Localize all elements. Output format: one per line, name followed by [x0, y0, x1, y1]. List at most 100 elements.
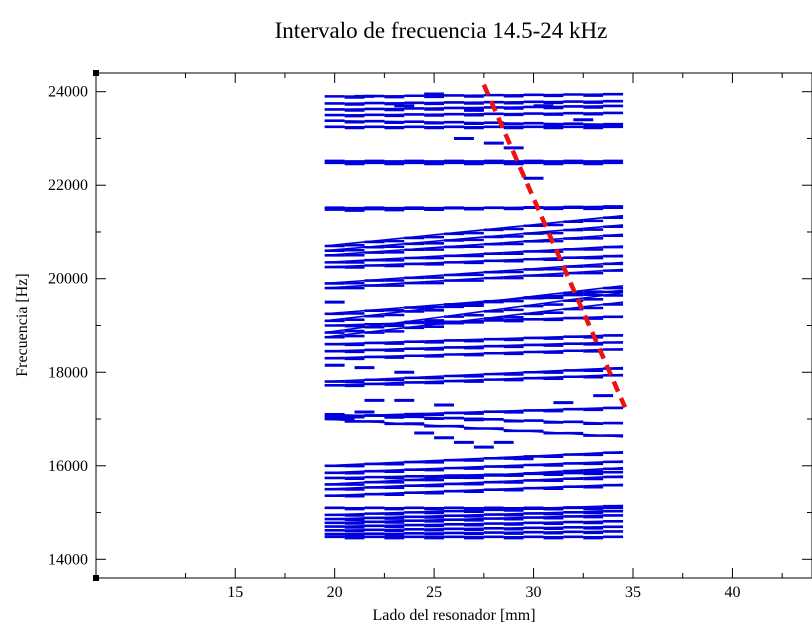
- mode-line: [384, 306, 405, 310]
- mode-line: [463, 271, 484, 275]
- mode-line: [583, 407, 604, 410]
- mode-line: [543, 272, 564, 276]
- mode-line: [424, 320, 445, 324]
- mode-line: [384, 421, 405, 425]
- mode-line: [384, 327, 405, 331]
- mode-line: [503, 419, 524, 422]
- mode-line: [344, 284, 365, 288]
- mode-line: [344, 315, 365, 320]
- mode-line: [603, 348, 624, 351]
- mode-line: [344, 264, 365, 268]
- mode-line: [523, 295, 544, 300]
- y-tick-label: 24000: [48, 84, 88, 101]
- mode-line: [443, 244, 465, 248]
- mode-line: [483, 418, 504, 421]
- mode-line: [324, 464, 345, 467]
- mode-line: [463, 410, 484, 414]
- mode-line: [324, 413, 345, 416]
- mode-line: [543, 375, 564, 379]
- mode-line: [463, 229, 484, 233]
- mode-line: [503, 268, 524, 272]
- mode-line: [424, 467, 445, 470]
- mode-line: [483, 456, 504, 460]
- x-tick-label: 35: [625, 584, 641, 601]
- mode-line: [543, 420, 564, 423]
- mode-line: [364, 382, 385, 385]
- x-tick-label: 40: [724, 584, 740, 601]
- mode-line: [463, 252, 484, 256]
- mode-line: [503, 351, 524, 354]
- mode-line: [583, 367, 604, 371]
- mode-line: [563, 461, 584, 465]
- mode-line: [603, 261, 624, 265]
- x-tick-label: 25: [426, 584, 442, 601]
- mode-line: [463, 319, 484, 322]
- mode-line: [603, 406, 624, 409]
- mode-line: [603, 466, 624, 470]
- mode-line: [463, 488, 484, 492]
- mode-line: [483, 269, 504, 273]
- mode-line: [463, 338, 484, 341]
- mode-line: [444, 514, 464, 517]
- mode-line: [463, 277, 484, 281]
- mode-line: [324, 513, 345, 516]
- mode-line: [424, 303, 445, 307]
- trend-line: [481, 83, 628, 409]
- mode-line: [563, 368, 584, 372]
- mode-line: [384, 479, 405, 482]
- mode-line: [404, 460, 425, 463]
- mode-line: [523, 239, 544, 243]
- mode-line: [463, 517, 484, 520]
- mode-line: [444, 339, 464, 342]
- mode-line: [503, 344, 524, 347]
- mode-line: [384, 248, 405, 252]
- mode-line: [364, 308, 385, 312]
- mode-line: [483, 508, 504, 511]
- mode-line: [444, 253, 464, 257]
- mode-line: [563, 477, 584, 480]
- mode-line: [463, 243, 484, 247]
- mode-line: [384, 516, 405, 519]
- mode-line: [523, 512, 544, 515]
- mode-line: [483, 410, 504, 413]
- mode-line: [384, 340, 405, 344]
- mode-line: [324, 482, 345, 486]
- x-axis-ticks: 15 20 25 30 35 40: [185, 73, 783, 601]
- mode-line: [603, 373, 624, 377]
- mode-line: [563, 316, 584, 319]
- mode-line: [424, 518, 445, 521]
- mode-line: [344, 383, 365, 386]
- mode-line: [483, 517, 504, 520]
- mode-line: [324, 349, 345, 353]
- mode-line: [384, 243, 405, 247]
- mode-line: [404, 281, 425, 284]
- mode-line: [583, 451, 604, 455]
- mode-line: [583, 421, 604, 424]
- mode-line: [344, 309, 365, 314]
- mode-line: [483, 319, 504, 322]
- corner-marker-bottom: [93, 575, 99, 581]
- mode-line: [324, 342, 345, 346]
- mode-line: [324, 356, 345, 360]
- mode-line: [444, 411, 464, 414]
- mode-line: [344, 241, 365, 245]
- mode-line: [424, 514, 445, 518]
- mode-line: [523, 516, 544, 519]
- mode-line: [364, 250, 385, 254]
- mode-line: [583, 287, 604, 292]
- mode-line: [503, 428, 524, 432]
- mode-line: [384, 519, 405, 523]
- mode-line: [603, 422, 624, 425]
- mode-line: [344, 414, 365, 417]
- mode-line: [583, 484, 604, 487]
- mode-line: [444, 458, 464, 461]
- mode-line: [583, 269, 604, 273]
- mode-line: [563, 452, 584, 456]
- mode-line: [364, 355, 385, 358]
- mode-line: [384, 277, 405, 281]
- mode-line: [424, 424, 445, 427]
- mode-line: [384, 257, 405, 260]
- mode-line: [404, 416, 425, 419]
- mode-line: [543, 470, 564, 473]
- mode-line: [583, 476, 604, 479]
